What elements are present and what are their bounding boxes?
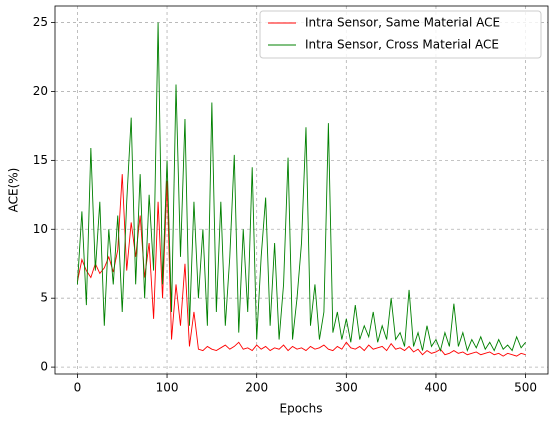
line — [76, 22, 526, 353]
y-axis-label: ACE(%) — [7, 168, 21, 213]
x-axis-label: Epochs — [280, 402, 323, 416]
y-tick-label: 5 — [40, 291, 48, 305]
x-tick-label: 300 — [335, 381, 358, 395]
x-tick-label: 400 — [425, 381, 448, 395]
legend-box — [259, 10, 542, 59]
y-tick-label: 20 — [33, 84, 48, 98]
line — [76, 174, 526, 357]
y-tick-label: 25 — [33, 15, 48, 29]
legend-label: Intra Sensor, Cross Material ACE — [305, 38, 499, 52]
y-tick-label: 0 — [40, 360, 48, 374]
x-tick-label: 0 — [74, 381, 82, 395]
y-tick-label: 10 — [33, 222, 48, 236]
x-tick-label: 100 — [156, 381, 179, 395]
y-tick-label: 15 — [33, 153, 48, 167]
x-tick-label: 500 — [514, 381, 537, 395]
x-tick-label: 200 — [245, 381, 268, 395]
plot-frame — [54, 5, 549, 375]
legend-label: Intra Sensor, Same Material ACE — [305, 16, 500, 30]
